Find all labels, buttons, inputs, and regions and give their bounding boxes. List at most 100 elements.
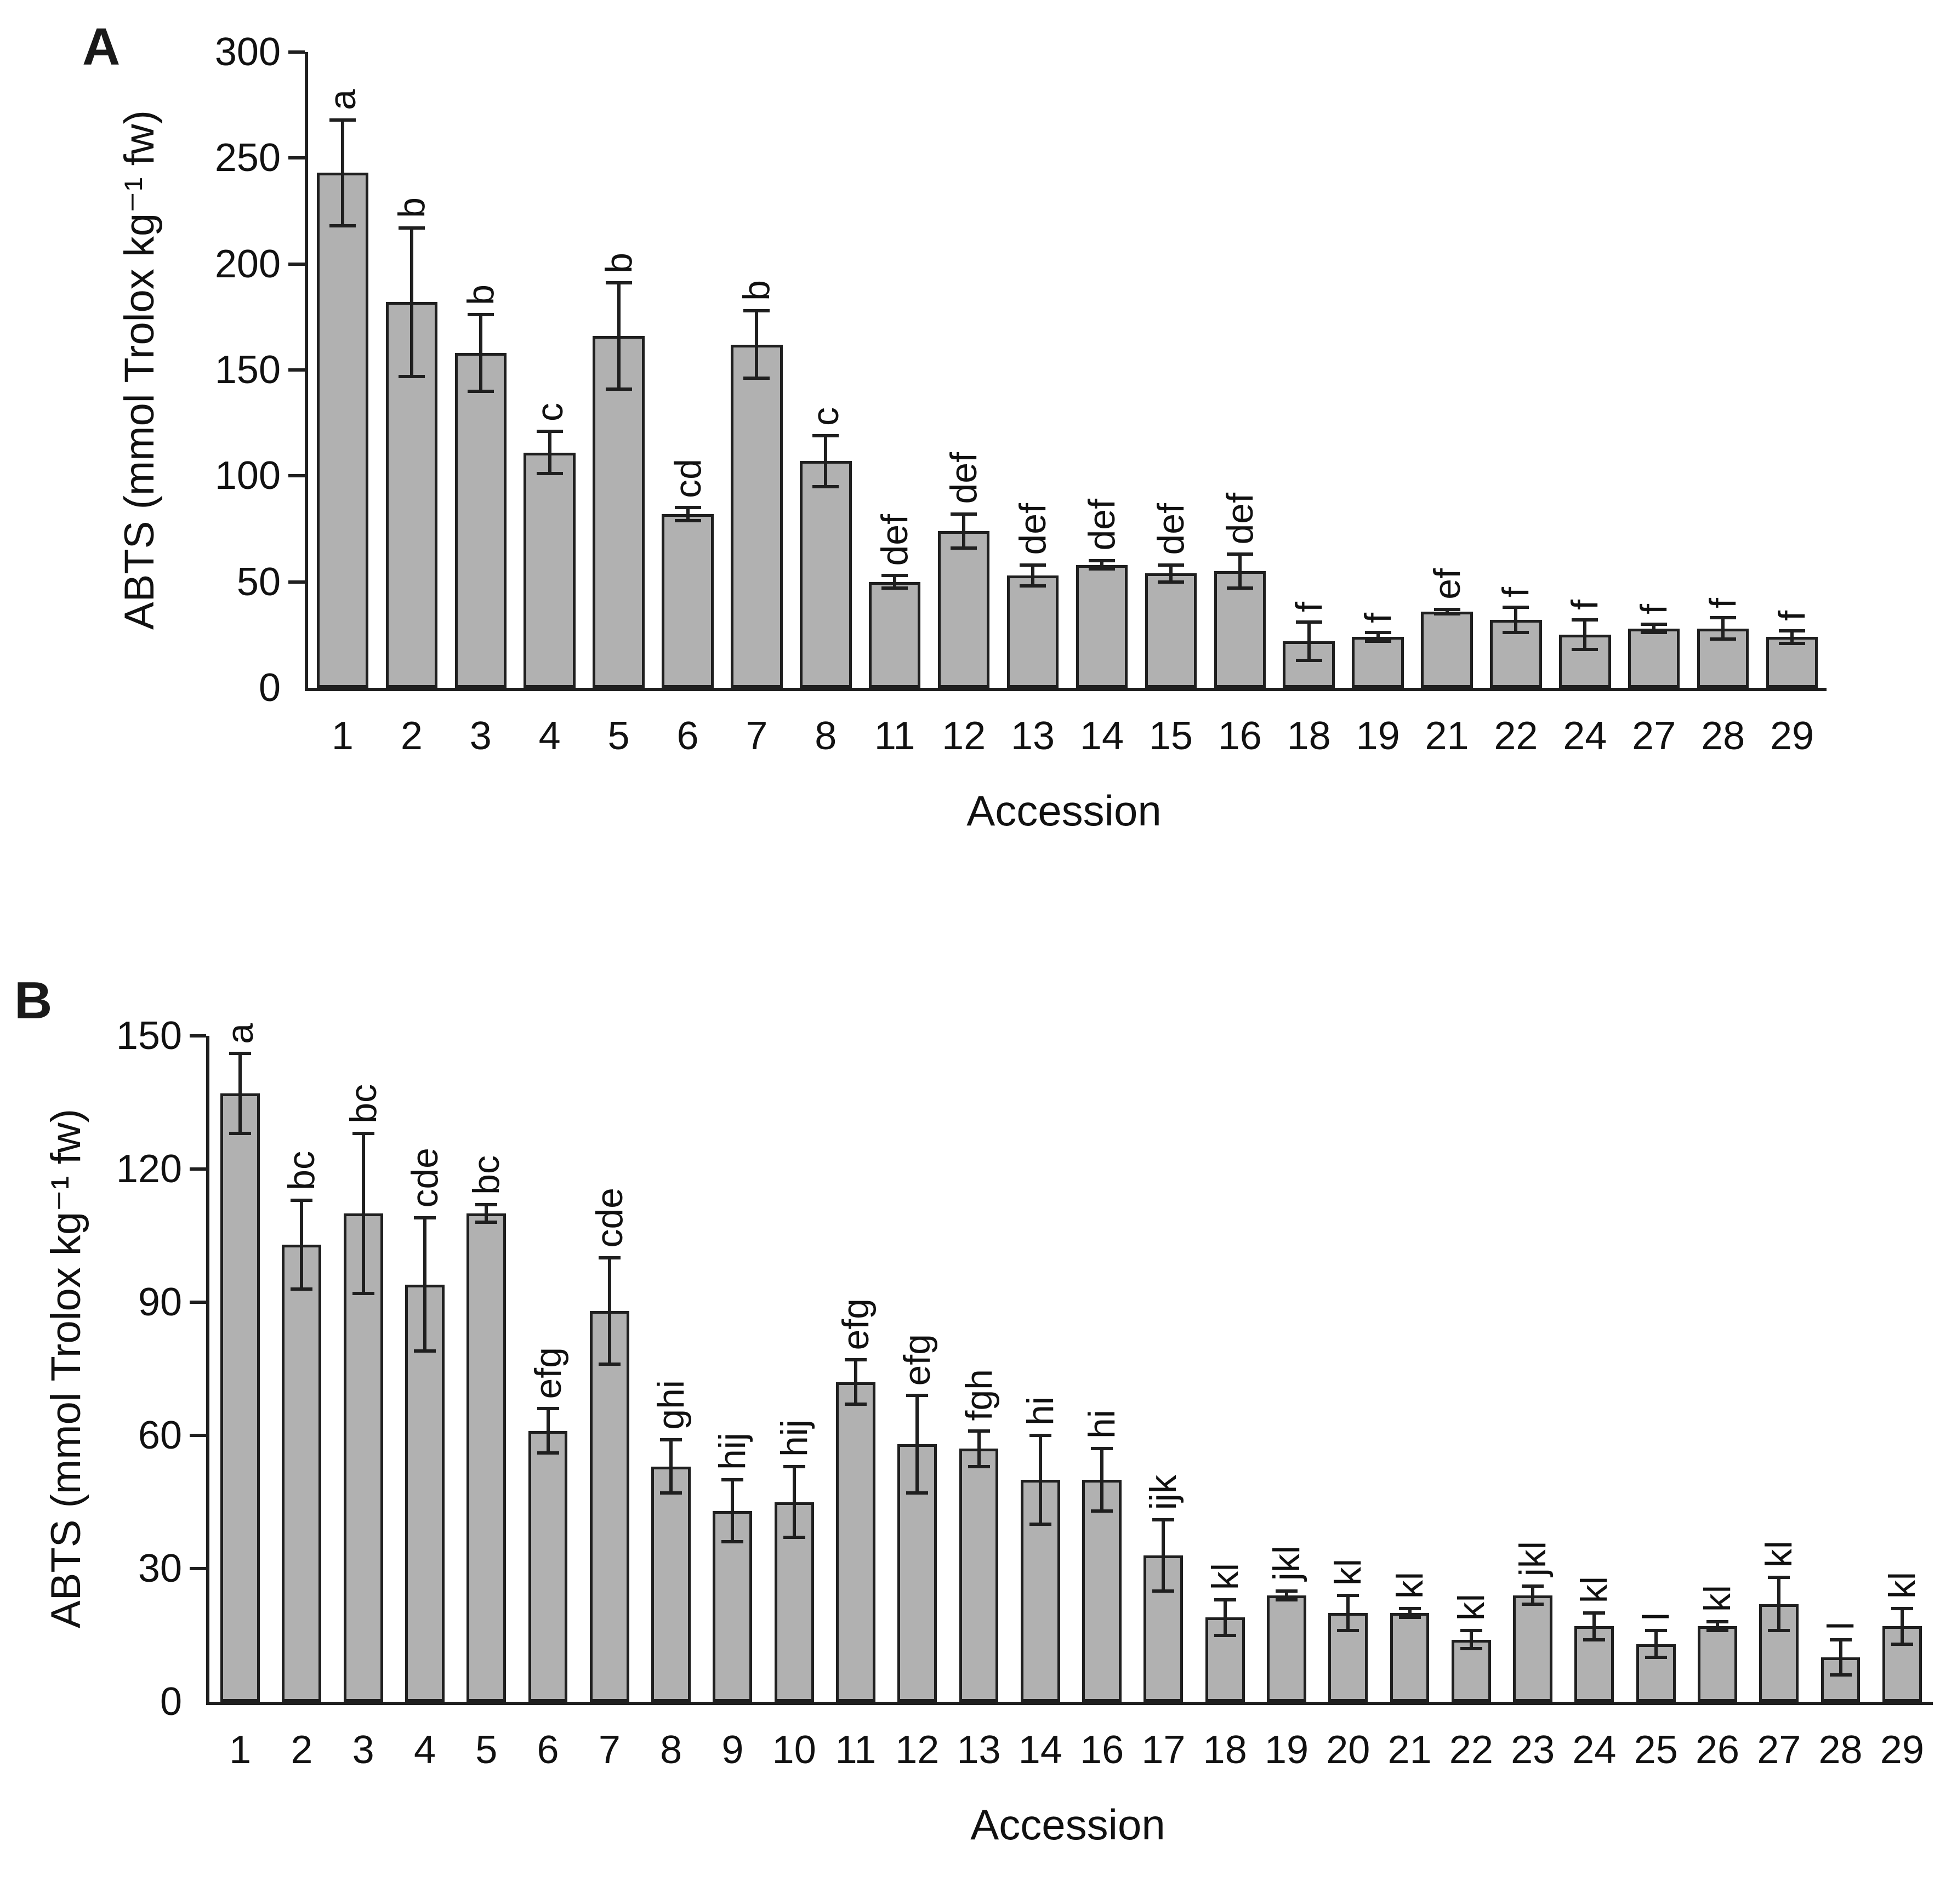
error-bar-cap-bottom [537, 1451, 559, 1455]
error-bar-cap-top [1364, 631, 1391, 635]
error-bar [1307, 622, 1311, 660]
bar [1352, 637, 1404, 688]
x-tick-label: 3 [469, 714, 492, 758]
y-tick-label: 30 [138, 1547, 182, 1591]
bar [1006, 575, 1059, 688]
x-tick-label: 16 [1080, 1728, 1124, 1772]
significance-letter: f [1633, 604, 1675, 614]
x-tick-label: 18 [1287, 714, 1331, 758]
error-bar [1721, 618, 1725, 640]
bar [937, 531, 990, 688]
y-tick-mark [288, 368, 305, 372]
error-bar-cap-bottom [398, 374, 425, 378]
error-bar [1223, 1599, 1227, 1635]
error-bar [1531, 1586, 1535, 1604]
significance-letter: ijk [1142, 1474, 1185, 1510]
error-bar-cap-top [1779, 629, 1806, 632]
error-bar [479, 315, 482, 391]
error-bar [1346, 1595, 1350, 1631]
error-bar [607, 1258, 611, 1365]
error-bar [409, 227, 413, 377]
error-bar-cap-top [537, 1407, 559, 1411]
y-tick-label: 0 [258, 666, 281, 710]
y-tick-label: 60 [138, 1413, 182, 1457]
bar [589, 1311, 629, 1702]
error-bar [300, 1200, 304, 1289]
error-bar-cap-bottom [352, 1291, 374, 1295]
x-tick-label: 9 [721, 1728, 744, 1772]
x-tick-label: 6 [676, 714, 699, 758]
x-tick-label: 21 [1425, 714, 1469, 758]
x-tick-label: 7 [598, 1728, 621, 1772]
significance-letter: def [874, 514, 916, 566]
error-bar [1376, 632, 1380, 641]
significance-letter: a [321, 89, 363, 110]
y-tick-label: 150 [116, 1014, 182, 1058]
significance-letter: cd [667, 458, 709, 498]
error-bar-cap-top [1020, 563, 1046, 567]
panel-a-y-axis-label: ABTS (mmol Trolox kg⁻¹ fw) [116, 110, 163, 630]
error-bar-cap-top [1460, 1629, 1482, 1633]
error-bar-cap-bottom [1710, 637, 1737, 641]
bar [454, 353, 507, 688]
bar [800, 461, 852, 688]
y-tick-mark [190, 1301, 206, 1304]
x-tick-label: 14 [1079, 714, 1124, 758]
x-tick-label: 27 [1632, 714, 1676, 758]
significance-letter: ef [1426, 568, 1468, 600]
x-tick-label: 3 [352, 1728, 374, 1772]
x-tick-label: 26 [1695, 1728, 1740, 1772]
bar [220, 1093, 260, 1702]
error-bar [1038, 1435, 1042, 1524]
error-bar [1100, 561, 1103, 569]
significance-letter: c [805, 407, 847, 426]
significance-letter: b [459, 284, 502, 305]
error-bar-cap-bottom [229, 1132, 252, 1136]
x-tick-label: 8 [660, 1728, 682, 1772]
bar [528, 1430, 568, 1702]
error-bar [731, 1480, 735, 1542]
error-bar [485, 1204, 488, 1223]
y-tick-mark [288, 474, 305, 478]
bar [524, 452, 576, 688]
error-bar-cap-top [1829, 1638, 1852, 1641]
error-bar-cap-bottom [1583, 1638, 1606, 1641]
error-bar-cap-bottom [475, 1221, 498, 1224]
x-tick-label: 21 [1387, 1728, 1432, 1772]
significance-letter: def [1012, 503, 1054, 555]
x-tick-label: 4 [538, 714, 561, 758]
error-bar-cap-top [1710, 616, 1737, 620]
error-bar-cap-top [1641, 623, 1668, 626]
x-tick-label: 16 [1218, 714, 1262, 758]
error-bar-cap-top [951, 512, 977, 516]
error-bar-cap-top [1583, 1611, 1606, 1615]
bar [1421, 611, 1473, 688]
x-tick-label: 22 [1449, 1728, 1493, 1772]
error-bar-cap-top [1706, 1620, 1728, 1624]
bar [1214, 571, 1266, 688]
x-tick-label: 12 [895, 1728, 940, 1772]
bar [282, 1244, 322, 1702]
y-tick-label: 0 [160, 1680, 182, 1724]
x-tick-label: 1 [331, 714, 354, 758]
error-bar-cap-top [906, 1394, 929, 1398]
bar [1082, 1480, 1122, 1702]
error-bar-cap-top [398, 226, 425, 230]
error-bar [824, 435, 828, 487]
bar [466, 1213, 507, 1702]
bar [1559, 635, 1611, 688]
significance-letter: kl [1697, 1585, 1738, 1612]
error-bar-cap-bottom [329, 224, 356, 228]
panel-a-plot-area: 0 50 100 150 200 250 300 a 1 b 2 b 3 c 4 b 5 cd 6 b 7 c 8 def 11… [215, 31, 1827, 756]
bar [662, 514, 714, 688]
error-bar-cap-top [467, 313, 494, 317]
x-tick-label: 13 [957, 1728, 1001, 1772]
x-tick-label: 5 [607, 714, 630, 758]
significance-letter: fgh [958, 1369, 1000, 1421]
error-bar-cap-bottom [414, 1349, 436, 1353]
significance-letter: f [1564, 600, 1606, 611]
bar [1020, 1480, 1060, 1702]
significance-letter: hij [712, 1432, 754, 1470]
bar [385, 302, 438, 688]
error-bar-cap-top [329, 118, 356, 122]
